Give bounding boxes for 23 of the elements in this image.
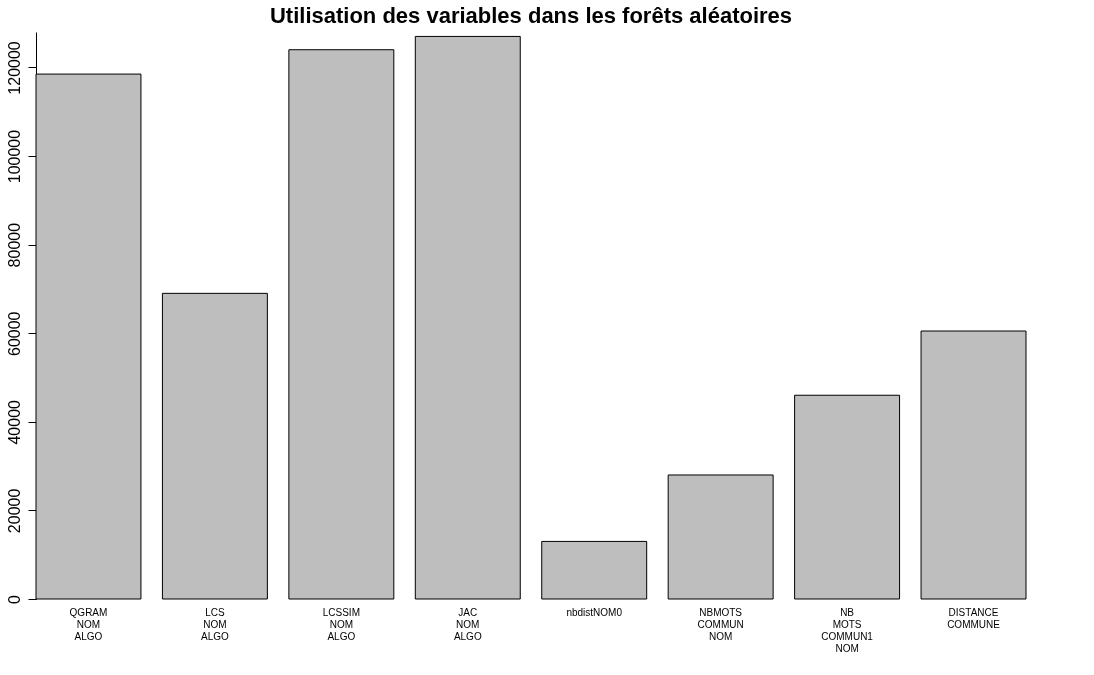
chart-title: Utilisation des variables dans les forêts aléatoires: [269, 3, 793, 28]
x-tick-label: LCSSIM NOM ALGO: [322, 606, 360, 642]
bar: [288, 49, 395, 600]
y-tick-label: 40000: [5, 399, 23, 445]
y-tick-label: 60000: [5, 311, 23, 356]
x-tick-label: NB MOTS COMMUN1 NOM: [821, 606, 874, 654]
bar: [541, 540, 648, 600]
y-tick-label: 80000: [5, 222, 23, 268]
x-tick-label: NBMOTS COMMUN NOM: [697, 606, 744, 642]
bar: [920, 330, 1027, 600]
bar: [161, 292, 268, 600]
x-tick-label: LCS NOM ALGO: [201, 606, 230, 642]
x-tick-label: DISTANCE COMMUNE: [947, 606, 1001, 630]
y-tick-label: 0: [5, 594, 23, 604]
y-tick-label: 20000: [5, 488, 23, 534]
bar: [667, 474, 774, 600]
y-tick-label: 100000: [5, 129, 23, 184]
bar: [794, 394, 901, 600]
bar: [414, 35, 521, 600]
x-tick-label: QGRAM NOM ALGO: [69, 606, 108, 642]
x-tick-label: nbdistNOM0: [566, 606, 623, 618]
y-tick-label: 120000: [5, 41, 23, 95]
x-tick-label: JAC NOM ALGO: [453, 606, 482, 642]
